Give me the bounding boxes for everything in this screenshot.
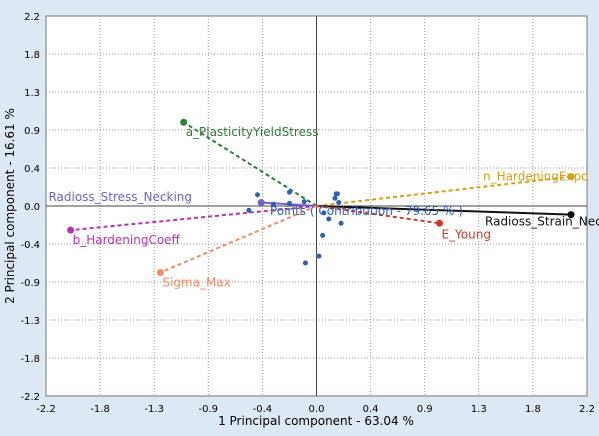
x-tick-label: 1.8 bbox=[525, 404, 541, 415]
y-tick-label: -0.9 bbox=[20, 278, 40, 289]
y-tick-label: 0.4 bbox=[24, 164, 40, 175]
vector-label-E_Young: E_Young bbox=[441, 227, 491, 241]
data-point bbox=[321, 210, 327, 216]
data-point bbox=[316, 253, 322, 259]
data-point bbox=[301, 199, 307, 205]
vector-b_HardeningCoeff bbox=[70, 205, 317, 232]
x-tick-label: -1.8 bbox=[90, 404, 110, 415]
vector-Radioss_Strain_Necking bbox=[316, 205, 572, 216]
x-tick-label: 0.4 bbox=[363, 404, 379, 415]
vector-label-a_PlasticityYieldStress: a_PlasticityYieldStress bbox=[186, 125, 319, 139]
y-axis-label: 2 Principal component - 16.61 % bbox=[3, 108, 17, 304]
y-tick-label: 1.3 bbox=[24, 88, 40, 99]
data-point bbox=[270, 201, 276, 207]
observation-points bbox=[246, 189, 344, 266]
vector-tip-a_PlasticityYieldStress bbox=[180, 118, 188, 126]
vector-label-b_HardeningCoeff: b_HardeningCoeff bbox=[73, 233, 181, 247]
x-tick-label: 0.9 bbox=[417, 404, 433, 415]
y-tick-labels: 2.2 1.8 1.3 0.9 0.4 0.0 -0.4 -0.9 -1.3 -1.8 -2.2 bbox=[20, 12, 40, 403]
vector-tip-Radioss_Stress_Necking bbox=[257, 199, 265, 207]
vector-label-Sigma_Max: Sigma_Max bbox=[162, 276, 230, 290]
data-point bbox=[254, 192, 260, 198]
x-tick-label: -0.9 bbox=[199, 404, 219, 415]
vector-tip-Radioss_Strain_Necking bbox=[567, 211, 575, 219]
vector-a_PlasticityYieldStress bbox=[183, 121, 318, 207]
vector-n_HardeningExpo bbox=[316, 175, 572, 207]
y-tick-label: -1.3 bbox=[20, 316, 40, 327]
x-tick-label: 0.0 bbox=[309, 404, 325, 415]
y-tick-label: 0.9 bbox=[24, 126, 40, 137]
points-label: Points ( Contribution - 79.65 % ) bbox=[270, 204, 463, 218]
data-point bbox=[320, 232, 326, 238]
x-tick-label: -0.4 bbox=[253, 404, 273, 415]
vector-label-Radioss_Strain_Necking: Radioss_Strain_Necking bbox=[485, 215, 599, 229]
data-point bbox=[336, 200, 342, 206]
y-tick-label: -2.2 bbox=[20, 392, 40, 403]
y-tick-label: 0.0 bbox=[24, 202, 40, 213]
data-point bbox=[302, 260, 308, 266]
vector-tip-n_HardeningExpo bbox=[567, 173, 575, 181]
data-point bbox=[334, 191, 340, 197]
y-tick-label: 2.2 bbox=[24, 12, 40, 23]
vector-tip-b_HardeningCoeff bbox=[67, 226, 75, 234]
x-axis-label: 1 Principal component - 63.04 % bbox=[218, 414, 414, 428]
x-tick-label: 1.3 bbox=[471, 404, 487, 415]
x-tick-label: 2.2 bbox=[579, 404, 595, 415]
x-tick-label: -1.3 bbox=[144, 404, 164, 415]
data-point bbox=[338, 220, 344, 226]
y-tick-label: -1.8 bbox=[20, 354, 40, 365]
vector-Sigma_Max bbox=[159, 205, 317, 274]
variable-vectors: a_PlasticityYieldStress n_HardeningExpo Ra… bbox=[48, 118, 599, 290]
data-point bbox=[246, 207, 252, 213]
vector-tip-Sigma_Max bbox=[156, 269, 164, 276]
data-point bbox=[286, 200, 292, 206]
y-tick-label: -0.4 bbox=[20, 240, 40, 251]
x-tick-labels: -2.2 -1.8 -1.3 -0.9 -0.4 0.0 0.4 0.9 1.3 1.8 2.2 bbox=[36, 404, 595, 415]
x-tick-label: -2.2 bbox=[36, 404, 56, 415]
data-point bbox=[286, 189, 292, 195]
vector-label-n_HardeningExpo: n_HardeningExpo bbox=[483, 170, 589, 184]
vector-tip-E_Young bbox=[435, 219, 443, 227]
data-point bbox=[326, 216, 332, 222]
data-point bbox=[332, 195, 338, 201]
vector-label-Radioss_Stress_Necking: Radioss_Stress_Necking bbox=[48, 190, 192, 204]
y-tick-label: 1.8 bbox=[24, 50, 40, 61]
